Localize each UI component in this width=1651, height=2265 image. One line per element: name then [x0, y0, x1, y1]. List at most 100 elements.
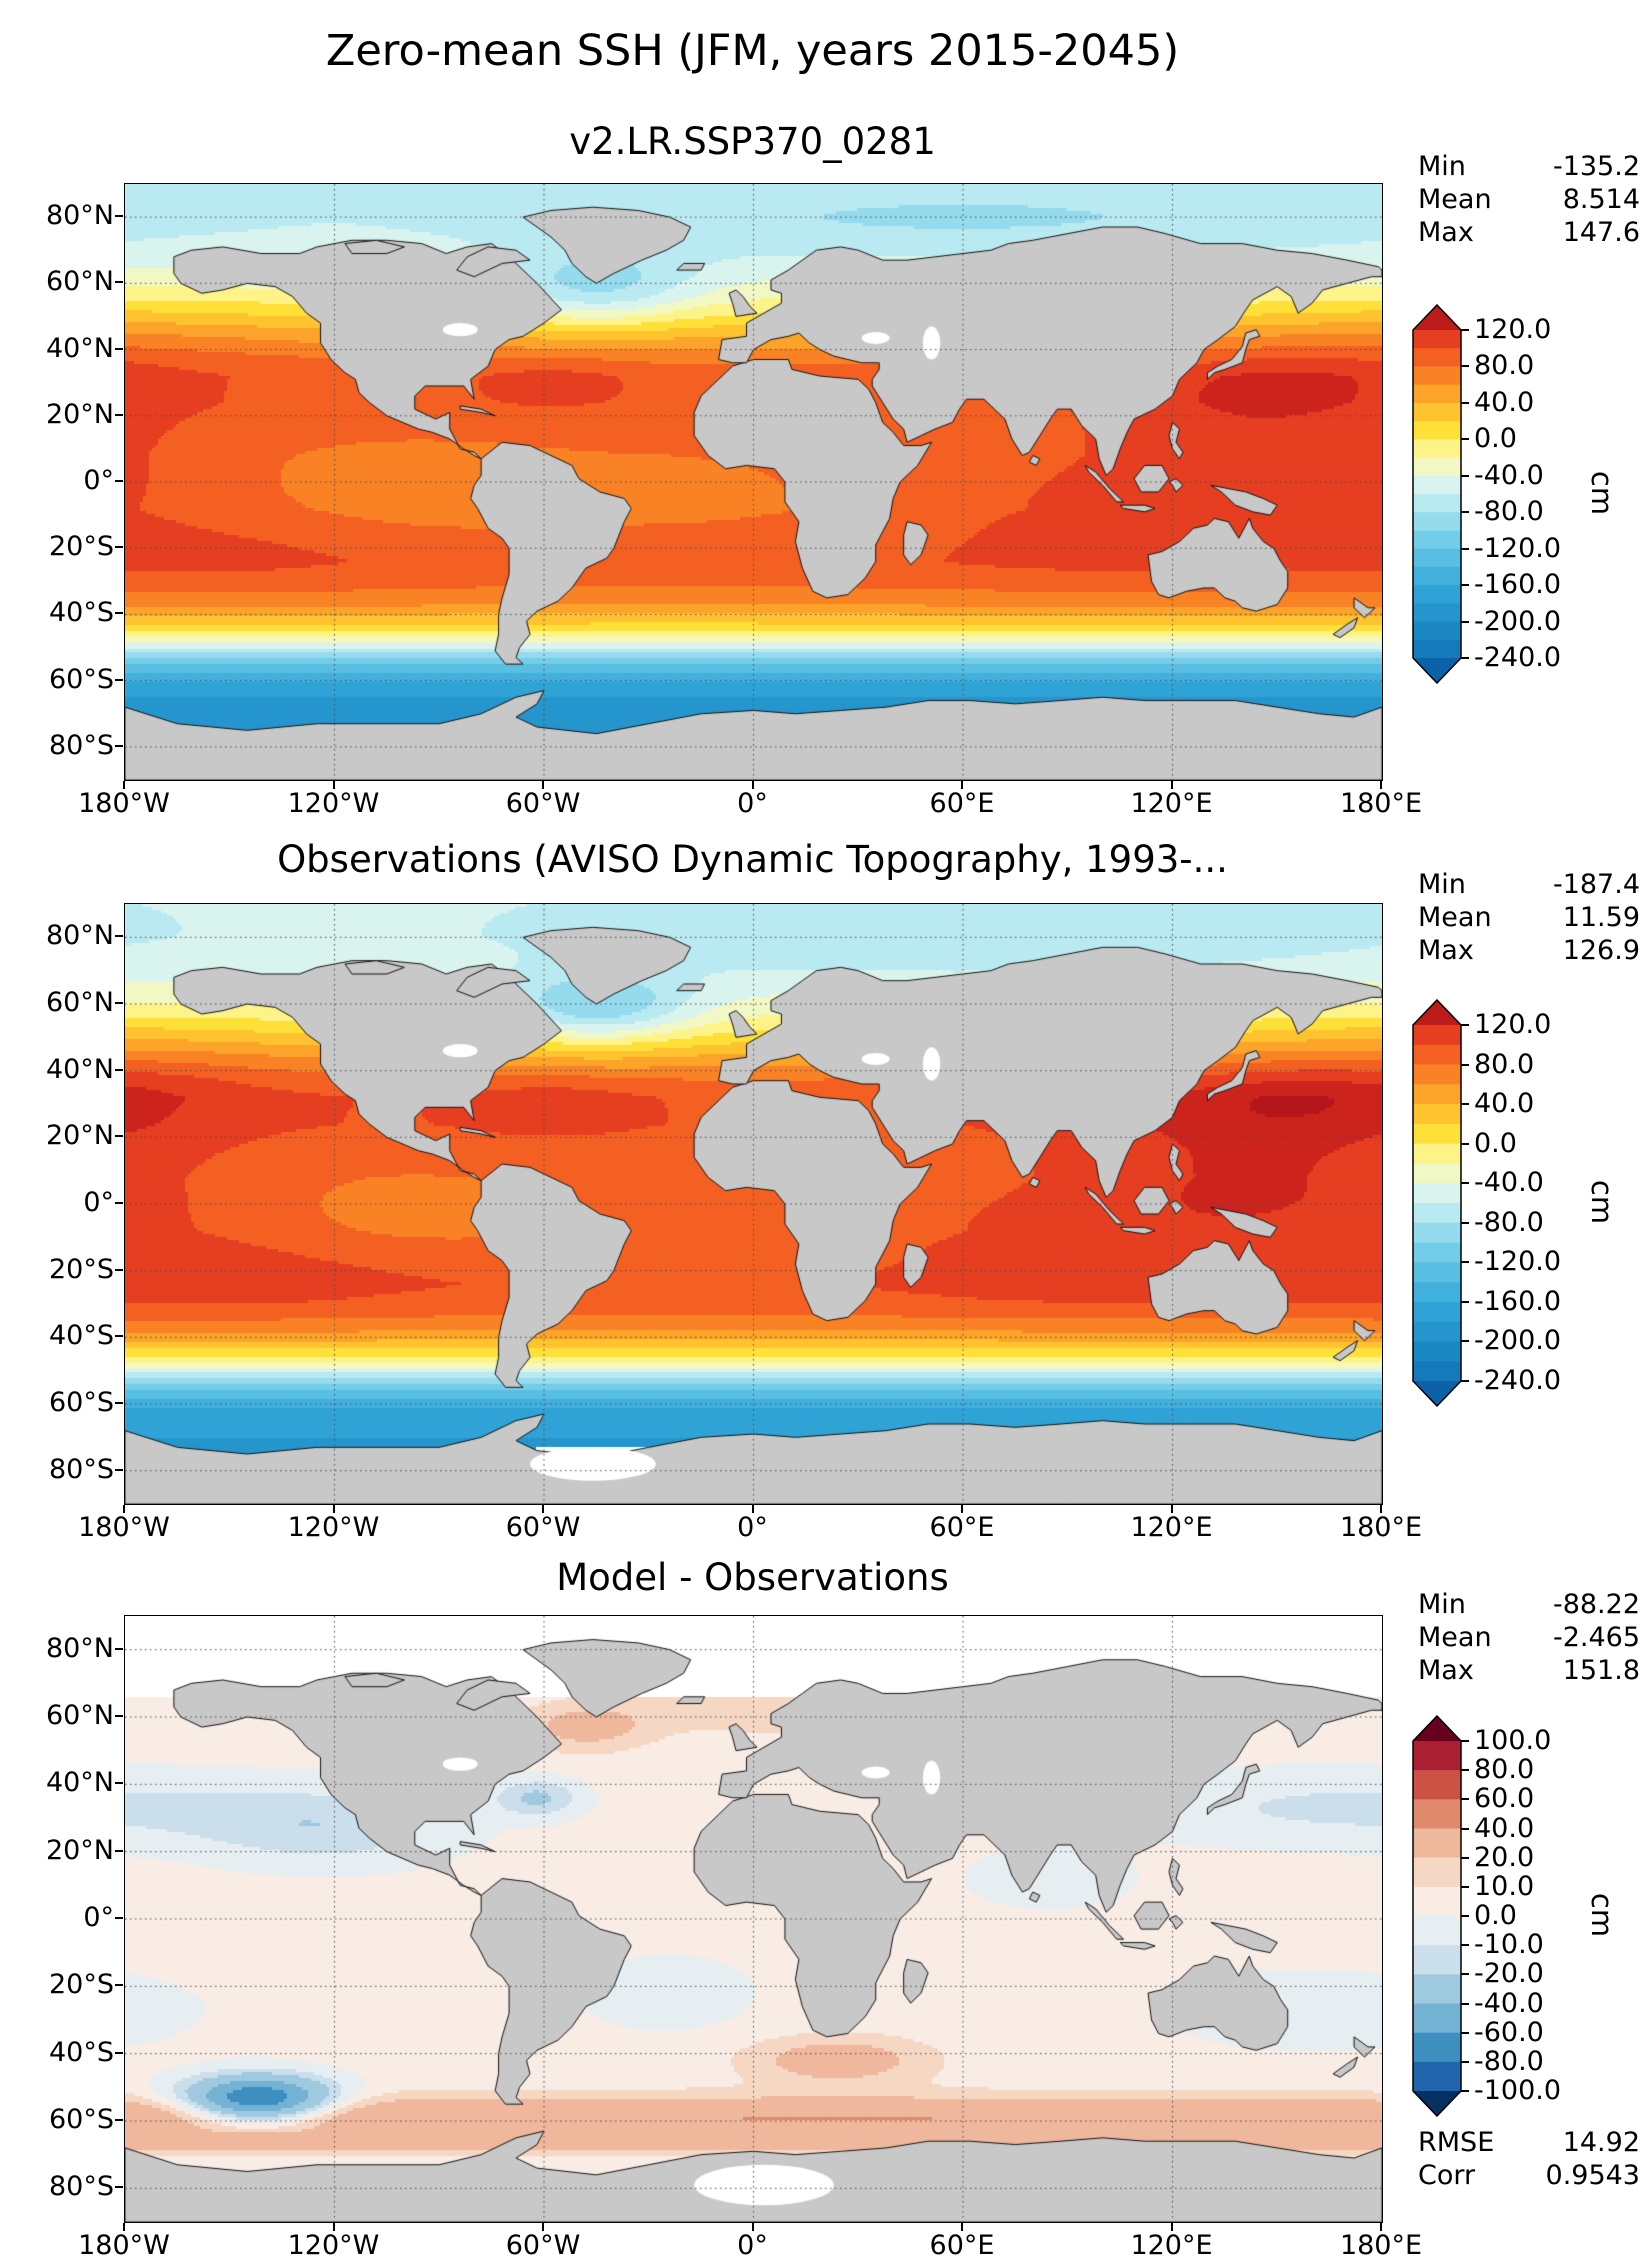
colorbar-tick-label: 0.0	[1474, 1900, 1517, 1931]
y-axis-tick	[115, 1268, 123, 1271]
colorbar-tick-label: -240.0	[1474, 1365, 1562, 1396]
x-tick-label: 60°E	[929, 2230, 995, 2261]
colorbar-tick-label: -240.0	[1474, 642, 1562, 673]
stat-label: Mean	[1418, 1622, 1492, 1653]
colorbar-tick-label: -40.0	[1474, 1987, 1544, 2019]
y-tick-label: 0°	[83, 465, 114, 496]
x-axis-tick	[751, 781, 754, 789]
y-tick-label: 40°S	[49, 1320, 114, 1352]
stat-value: 14.92	[1562, 2127, 1640, 2158]
colorbar-tick-label: 10.0	[1474, 1870, 1535, 1902]
stat-value: 147.6	[1562, 217, 1640, 248]
colorbar-tick-label: 40.0	[1474, 386, 1535, 418]
y-axis-tick	[115, 1917, 123, 1919]
colorbar-tick-label: -80.0	[1474, 1206, 1544, 1238]
y-tick-label: 0°	[83, 1187, 114, 1218]
y-axis-tick	[115, 935, 123, 938]
colorbar-tick	[1461, 1103, 1469, 1106]
x-axis-tick	[1170, 781, 1173, 789]
stat-value: 0.9543	[1545, 2160, 1640, 2191]
colorbar-tick	[1461, 1769, 1469, 1772]
colorbar-tick	[1461, 1944, 1469, 1947]
stat-label: Min	[1418, 151, 1466, 182]
colorbar-unit-label: cm	[1585, 470, 1620, 516]
x-tick-label: 180°E	[1339, 1512, 1423, 1543]
stat-row: Max 147.6	[1418, 216, 1640, 249]
x-tick-label: 120°W	[287, 1512, 380, 1543]
x-tick-label: 0°	[737, 1512, 768, 1543]
x-tick-label: 60°E	[929, 788, 995, 819]
y-axis-tick	[115, 1647, 123, 1650]
colorbar-tick	[1461, 1798, 1469, 1801]
colorbar-tick	[1461, 620, 1469, 623]
y-axis-tick	[115, 1135, 123, 1138]
x-tick-label: 180°W	[78, 1512, 170, 1543]
colorbar-tick-label: 60.0	[1474, 1783, 1535, 1815]
x-tick-label: 60°W	[505, 788, 581, 819]
stat-value: 126.9	[1562, 935, 1640, 966]
stat-value: 11.59	[1562, 902, 1640, 933]
stat-value: 8.514	[1562, 184, 1640, 215]
x-axis-tick	[751, 1505, 754, 1513]
x-tick-label: 180°E	[1339, 788, 1423, 819]
map-canvas-observations	[125, 904, 1382, 1504]
colorbar-tick-label: 80.0	[1474, 350, 1535, 382]
stat-row: Max 151.8	[1418, 1654, 1640, 1687]
stat-row: Max 126.9	[1418, 934, 1640, 967]
y-axis-tick	[115, 1202, 123, 1204]
x-axis-tick	[961, 781, 963, 789]
y-tick-label: 40°S	[49, 597, 114, 629]
stat-value: -135.2	[1552, 151, 1640, 182]
x-axis-tick	[332, 1505, 335, 1513]
colorbar-ssh-observations: 120.0 80.0 40.0 0.0 -40.0 -80.0 -120.0 -160.0 -2…	[1412, 999, 1651, 1407]
map-canvas-model	[125, 184, 1382, 780]
y-axis-tick	[115, 1335, 123, 1338]
colorbar-tick-label: 80.0	[1474, 1048, 1535, 1080]
colorbar-tick	[1461, 401, 1469, 404]
colorbar-difference: 100.0 80.0 60.0 40.0 20.0 10.0 0.0 -10.0 -20.0 -4…	[1412, 1715, 1651, 2117]
x-tick-label: 60°E	[929, 1512, 995, 1543]
colorbar-tick-label: -200.0	[1474, 1325, 1562, 1357]
y-tick-label: 80°N	[45, 920, 114, 952]
y-tick-label: 40°N	[45, 1767, 114, 1799]
y-axis-tick	[115, 744, 123, 747]
panel-observations-title: Observations (AVISO Dynamic Topography, …	[277, 838, 1228, 881]
x-tick-label: 120°W	[287, 2230, 380, 2261]
y-axis-tick	[115, 1468, 123, 1471]
x-tick-label: 180°W	[78, 2230, 170, 2261]
stat-label: Max	[1418, 1655, 1474, 1686]
colorbar-tick	[1461, 329, 1469, 331]
y-axis-tick	[115, 480, 123, 482]
x-axis-tick	[542, 1505, 544, 1513]
y-tick-label: 80°S	[49, 1453, 114, 1485]
colorbar-tick-label: 100.0	[1474, 1725, 1552, 1756]
colorbar-tick-label: -160.0	[1474, 1285, 1562, 1317]
colorbar-tick	[1461, 584, 1469, 587]
x-axis-tick	[751, 2223, 754, 2231]
panel-observations-map	[124, 903, 1383, 1505]
y-axis-tick	[115, 1849, 123, 1852]
colorbar-tick-label: -80.0	[1474, 2045, 1544, 2077]
colorbar-tick-label: -120.0	[1474, 532, 1562, 564]
stat-row: Min -187.4	[1418, 868, 1640, 901]
stat-row: Mean 11.59	[1418, 901, 1640, 934]
colorbar-tick	[1461, 2090, 1469, 2092]
y-axis-tick	[115, 1782, 123, 1785]
colorbar-tick	[1461, 1221, 1469, 1224]
colorbar-tick	[1461, 2031, 1469, 2034]
y-axis-tick	[115, 678, 123, 681]
panel-difference-stats: Min -88.22 Mean -2.465 Max 151.8	[1418, 1588, 1640, 1687]
y-axis-tick	[115, 546, 123, 549]
stat-row: Min -135.2	[1418, 150, 1640, 183]
colorbar-tick	[1461, 1300, 1469, 1303]
colorbar-tick-label: -40.0	[1474, 459, 1544, 491]
y-tick-label: 60°S	[49, 663, 114, 695]
x-tick-label: 60°W	[505, 1512, 581, 1543]
x-axis-tick	[332, 781, 335, 789]
y-tick-label: 20°N	[45, 398, 114, 430]
colorbar-tick-label: -40.0	[1474, 1167, 1544, 1199]
colorbar-tick	[1461, 2060, 1469, 2063]
x-axis-tick	[332, 2223, 335, 2231]
colorbar-tick	[1461, 1261, 1469, 1264]
panel-difference-title: Model - Observations	[556, 1556, 949, 1599]
